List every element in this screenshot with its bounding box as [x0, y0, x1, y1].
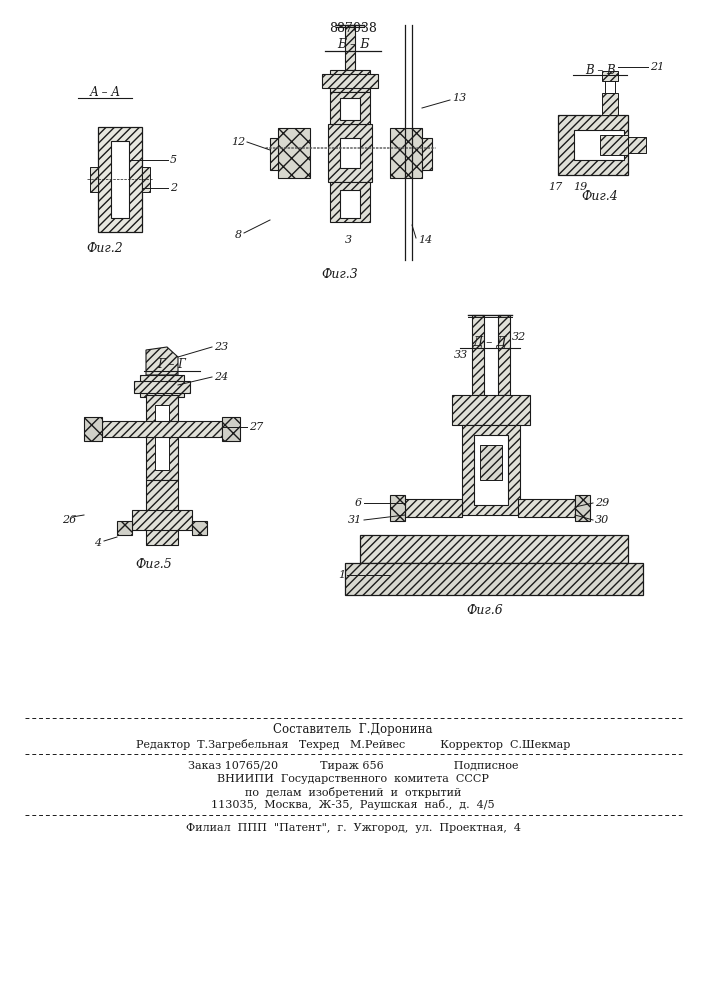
Text: Составитель  Г.Доронина: Составитель Г.Доронина: [273, 724, 433, 736]
Text: 5: 5: [170, 155, 177, 165]
Bar: [90, 167, 98, 192]
Bar: [330, 92, 370, 124]
Text: 4: 4: [94, 538, 101, 548]
Bar: [422, 138, 432, 170]
Text: 30: 30: [595, 515, 609, 525]
Text: 24: 24: [214, 372, 228, 382]
Text: Фиг.3: Фиг.3: [322, 268, 358, 282]
Bar: [102, 421, 222, 437]
Text: Фиг.2: Фиг.2: [87, 241, 124, 254]
Bar: [140, 375, 184, 397]
Text: Д – Д: Д – Д: [473, 336, 507, 349]
Bar: [605, 81, 615, 93]
Bar: [518, 499, 575, 517]
Bar: [192, 521, 207, 535]
Bar: [117, 521, 132, 535]
Bar: [222, 417, 240, 441]
Polygon shape: [146, 347, 178, 375]
Text: Фиг.6: Фиг.6: [467, 603, 503, 616]
Text: Б – Б: Б – Б: [337, 38, 369, 51]
Text: 32: 32: [512, 332, 526, 342]
Bar: [390, 128, 422, 178]
Bar: [132, 510, 192, 530]
Text: 13: 13: [452, 93, 466, 103]
Bar: [322, 74, 378, 88]
Bar: [405, 499, 462, 517]
Text: 1: 1: [338, 570, 345, 580]
Bar: [600, 135, 628, 155]
Text: 14: 14: [418, 235, 432, 245]
Text: Заказ 10765/20            Тираж 656                    Подписное: Заказ 10765/20 Тираж 656 Подписное: [188, 761, 518, 771]
Bar: [98, 127, 142, 232]
Text: Фиг.4: Фиг.4: [582, 190, 619, 204]
Bar: [602, 93, 618, 115]
Bar: [462, 425, 520, 515]
Bar: [328, 124, 372, 182]
Text: 26: 26: [62, 515, 76, 525]
Text: 2: 2: [170, 183, 177, 193]
Bar: [340, 98, 360, 120]
Bar: [452, 395, 530, 425]
Text: Филиал  ППП  "Патент",  г.  Ужгород,  ул.  Проектная,  4: Филиал ППП "Патент", г. Ужгород, ул. Про…: [185, 823, 520, 833]
Bar: [575, 495, 590, 521]
Bar: [330, 70, 370, 92]
Bar: [558, 115, 628, 175]
Bar: [146, 480, 178, 545]
Bar: [472, 315, 484, 395]
Text: 33: 33: [454, 350, 468, 360]
Text: 3: 3: [344, 235, 351, 245]
Bar: [84, 417, 102, 441]
Bar: [474, 435, 508, 505]
Bar: [345, 25, 355, 70]
Bar: [340, 190, 360, 218]
Text: 21: 21: [650, 62, 665, 72]
Text: 6: 6: [355, 498, 362, 508]
Text: 31: 31: [348, 515, 362, 525]
Bar: [628, 137, 646, 153]
Text: по  делам  изобретений  и  открытий: по делам изобретений и открытий: [245, 786, 461, 798]
Text: ВНИИПИ  Государственного  комитета  СССР: ВНИИПИ Государственного комитета СССР: [217, 774, 489, 784]
Text: 8: 8: [235, 230, 242, 240]
Bar: [345, 563, 643, 595]
Bar: [111, 141, 129, 218]
Bar: [278, 128, 310, 178]
Bar: [142, 167, 150, 192]
Text: 12: 12: [230, 137, 245, 147]
Text: 27: 27: [249, 422, 263, 432]
Bar: [390, 495, 405, 521]
Text: 113035,  Москва,  Ж-35,  Раушская  наб.,  д.  4/5: 113035, Москва, Ж-35, Раушская наб., д. …: [211, 800, 495, 810]
Bar: [480, 445, 502, 480]
Text: Фиг.5: Фиг.5: [136, 558, 173, 572]
Bar: [498, 315, 510, 395]
Text: 23: 23: [214, 342, 228, 352]
Text: Редактор  Т.Загребельная   Техред   М.Рейвес          Корректор  С.Шекмар: Редактор Т.Загребельная Техред М.Рейвес …: [136, 738, 570, 750]
Bar: [134, 381, 190, 393]
Bar: [146, 395, 178, 480]
Text: В – В: В – В: [585, 64, 615, 77]
Text: 887038: 887038: [329, 21, 377, 34]
Bar: [155, 405, 169, 470]
Text: 17: 17: [548, 182, 562, 192]
Bar: [340, 138, 360, 168]
Bar: [360, 535, 628, 563]
Text: 19: 19: [573, 182, 587, 192]
Text: 29: 29: [595, 498, 609, 508]
Bar: [602, 71, 618, 81]
Text: А – А: А – А: [90, 87, 121, 100]
Bar: [270, 138, 278, 170]
Bar: [330, 182, 370, 222]
Bar: [574, 130, 624, 160]
Text: Г – Г: Г – Г: [158, 359, 187, 371]
